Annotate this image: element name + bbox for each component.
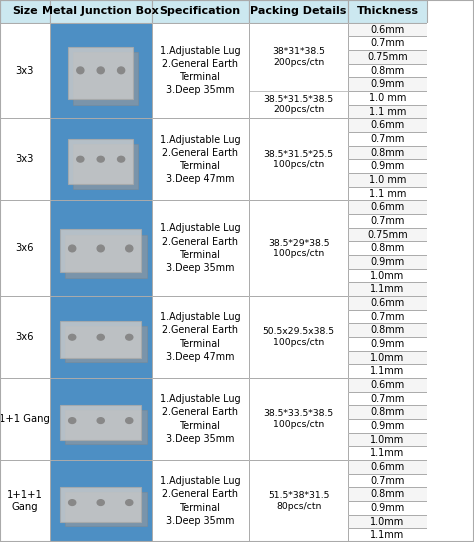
Text: 0.6mm: 0.6mm — [370, 380, 405, 390]
Text: Size: Size — [12, 7, 38, 16]
Bar — [249, 0, 348, 23]
Text: 0.7mm: 0.7mm — [370, 475, 405, 486]
Text: 1.0 mm: 1.0 mm — [369, 93, 406, 103]
Bar — [60, 405, 142, 440]
Text: 0.7mm: 0.7mm — [370, 216, 405, 226]
Text: 0.75mm: 0.75mm — [367, 230, 408, 240]
Text: 1.1mm: 1.1mm — [370, 366, 405, 376]
Text: 1.1mm: 1.1mm — [370, 284, 405, 294]
Circle shape — [97, 418, 104, 423]
Text: 1.0 mm: 1.0 mm — [369, 175, 406, 185]
Text: 51.5*38*31.5
80pcs/ctn: 51.5*38*31.5 80pcs/ctn — [268, 491, 329, 511]
Text: 38.5*33.5*38.5
100pcs/ctn: 38.5*33.5*38.5 100pcs/ctn — [264, 409, 334, 429]
Text: 0.9mm: 0.9mm — [370, 421, 405, 431]
Text: 0.75mm: 0.75mm — [367, 52, 408, 62]
Text: 38*31*38.5
200pcs/ctn: 38*31*38.5 200pcs/ctn — [272, 47, 325, 67]
Bar — [50, 0, 152, 23]
Circle shape — [126, 245, 133, 252]
Text: 1.0mm: 1.0mm — [370, 517, 405, 526]
Text: 0.8mm: 0.8mm — [370, 325, 405, 335]
Text: 38.5*31.5*38.5
200pcs/ctn: 38.5*31.5*38.5 200pcs/ctn — [264, 95, 334, 114]
Circle shape — [77, 156, 84, 162]
Circle shape — [118, 156, 125, 162]
Text: 38.5*31.5*25.5
100pcs/ctn: 38.5*31.5*25.5 100pcs/ctn — [264, 150, 334, 169]
Text: 0.7mm: 0.7mm — [370, 312, 405, 321]
Bar — [68, 139, 133, 184]
Text: 0.9mm: 0.9mm — [370, 503, 405, 513]
Bar — [65, 326, 146, 363]
Text: Metal Junction Box: Metal Junction Box — [42, 7, 159, 16]
Text: 1.1 mm: 1.1 mm — [369, 107, 406, 117]
Circle shape — [69, 500, 76, 506]
Text: 0.6mm: 0.6mm — [370, 462, 405, 472]
Text: Thickness: Thickness — [356, 7, 419, 16]
Text: 0.8mm: 0.8mm — [370, 407, 405, 417]
Text: 1.0mm: 1.0mm — [370, 352, 405, 363]
Text: 1.Adjustable Lug
2.General Earth
Terminal
3.Deep 35mm: 1.Adjustable Lug 2.General Earth Termina… — [160, 394, 241, 444]
Text: 1.Adjustable Lug
2.General Earth
Terminal
3.Deep 35mm: 1.Adjustable Lug 2.General Earth Termina… — [160, 223, 241, 273]
Text: Specification: Specification — [160, 7, 241, 16]
Text: 1.0mm: 1.0mm — [370, 270, 405, 281]
Text: 1+1 Gang: 1+1 Gang — [0, 414, 50, 424]
Bar — [60, 487, 142, 521]
Text: 0.9mm: 0.9mm — [370, 161, 405, 171]
Circle shape — [77, 67, 84, 74]
Text: 0.8mm: 0.8mm — [370, 489, 405, 499]
Circle shape — [118, 67, 125, 74]
Text: 0.6mm: 0.6mm — [370, 298, 405, 308]
Text: 0.6mm: 0.6mm — [370, 24, 405, 35]
Text: 0.8mm: 0.8mm — [370, 147, 405, 158]
Text: 38.5*29*38.5
100pcs/ctn: 38.5*29*38.5 100pcs/ctn — [268, 238, 329, 258]
Circle shape — [126, 418, 133, 423]
Circle shape — [97, 245, 104, 252]
Text: 1.1mm: 1.1mm — [370, 530, 405, 540]
Bar — [60, 229, 142, 272]
Text: 50.5x29.5x38.5
100pcs/ctn: 50.5x29.5x38.5 100pcs/ctn — [263, 327, 335, 347]
Text: 1.Adjustable Lug
2.General Earth
Terminal
3.Deep 35mm: 1.Adjustable Lug 2.General Earth Termina… — [160, 476, 241, 526]
Bar — [65, 235, 146, 278]
Bar — [60, 321, 142, 358]
Circle shape — [126, 500, 133, 506]
Bar — [68, 47, 133, 99]
Text: 1.Adjustable Lug
2.General Earth
Terminal
3.Deep 47mm: 1.Adjustable Lug 2.General Earth Termina… — [160, 312, 241, 362]
Text: 0.9mm: 0.9mm — [370, 257, 405, 267]
Circle shape — [97, 67, 104, 74]
Text: Packing Details: Packing Details — [250, 7, 347, 16]
Text: 1.Adjustable Lug
2.General Earth
Terminal
3.Deep 47mm: 1.Adjustable Lug 2.General Earth Termina… — [160, 134, 241, 184]
Text: 1.1 mm: 1.1 mm — [369, 189, 406, 198]
Text: 0.9mm: 0.9mm — [370, 79, 405, 89]
Circle shape — [97, 156, 104, 162]
Bar — [73, 144, 138, 189]
Text: 1.Adjustable Lug
2.General Earth
Terminal
3.Deep 35mm: 1.Adjustable Lug 2.General Earth Termina… — [160, 46, 241, 95]
Circle shape — [69, 418, 76, 423]
Circle shape — [69, 334, 76, 340]
Text: 0.8mm: 0.8mm — [370, 66, 405, 75]
Text: 1.0mm: 1.0mm — [370, 435, 405, 444]
Bar — [152, 0, 249, 23]
Bar — [0, 0, 50, 23]
Text: 3x6: 3x6 — [16, 243, 34, 253]
Text: 0.9mm: 0.9mm — [370, 339, 405, 349]
Circle shape — [69, 245, 76, 252]
Circle shape — [97, 500, 104, 506]
Bar — [65, 410, 146, 444]
Text: 0.7mm: 0.7mm — [370, 38, 405, 48]
Text: 1+1+1
Gang: 1+1+1 Gang — [7, 490, 43, 512]
Text: 3x3: 3x3 — [16, 154, 34, 164]
Bar — [348, 0, 427, 23]
Bar — [65, 492, 146, 526]
Text: 0.6mm: 0.6mm — [370, 120, 405, 130]
Text: 3x3: 3x3 — [16, 66, 34, 75]
Text: 3x6: 3x6 — [16, 332, 34, 342]
Text: 0.6mm: 0.6mm — [370, 202, 405, 212]
Text: 0.8mm: 0.8mm — [370, 243, 405, 253]
Circle shape — [126, 334, 133, 340]
Text: 1.1mm: 1.1mm — [370, 448, 405, 458]
Text: 0.7mm: 0.7mm — [370, 134, 405, 144]
Text: 0.7mm: 0.7mm — [370, 393, 405, 404]
Bar — [73, 53, 138, 105]
Circle shape — [97, 334, 104, 340]
